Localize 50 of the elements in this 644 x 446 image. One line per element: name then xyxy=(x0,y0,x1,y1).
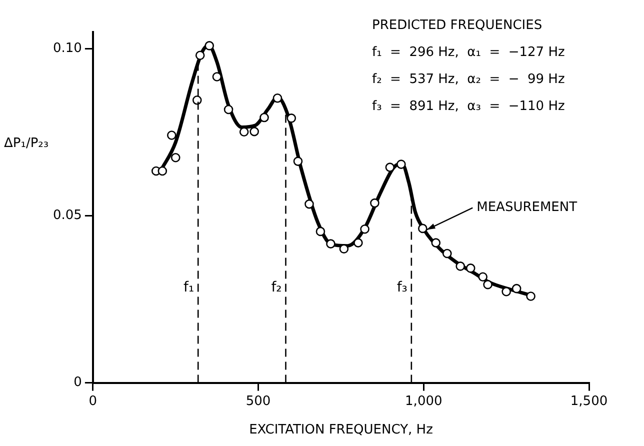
annotation: PREDICTED FREQUENCIES xyxy=(372,18,542,33)
point xyxy=(204,41,214,50)
point xyxy=(483,280,492,290)
x-tick-label: 500 xyxy=(246,394,271,409)
annotation: MEASUREMENT xyxy=(476,200,578,216)
point xyxy=(456,262,466,271)
point xyxy=(360,224,370,234)
point xyxy=(195,50,205,60)
annotation: f₁ = 296 Hz, α₁ = −127 Hz xyxy=(372,45,565,60)
point xyxy=(212,72,222,82)
annotation: f₃ = 891 Hz, α₃ = −110 Hz xyxy=(372,99,565,114)
x-tick-label: 0 xyxy=(88,394,98,409)
point xyxy=(442,248,452,258)
point xyxy=(170,152,180,162)
point xyxy=(293,156,303,166)
point xyxy=(396,160,406,169)
ref-line-label: f₃ xyxy=(396,280,408,296)
x-axis-title: EXCITATION FREQUENCY, Hz xyxy=(249,422,434,438)
x-tick-label: 1,000 xyxy=(405,394,442,409)
point xyxy=(272,94,282,103)
point xyxy=(478,272,488,282)
point xyxy=(385,162,395,172)
point xyxy=(192,96,202,105)
point xyxy=(260,112,269,122)
point xyxy=(326,239,336,248)
y-tick-label: 0.05 xyxy=(52,208,82,224)
point xyxy=(158,166,168,176)
point xyxy=(339,244,349,254)
point xyxy=(316,226,326,236)
point xyxy=(250,126,259,136)
y-tick-label: 0 xyxy=(74,375,82,390)
annotation: f₂ = 537 Hz, α₂ = − 99 Hz xyxy=(372,72,565,87)
y-tick-label: 0.10 xyxy=(52,41,82,56)
point xyxy=(512,284,522,294)
x-tick-label: 1,500 xyxy=(570,394,608,409)
point xyxy=(304,199,314,209)
point xyxy=(502,286,511,296)
point xyxy=(466,264,476,273)
ref-line-label: f₂ xyxy=(271,280,282,296)
point xyxy=(286,114,296,123)
y-axis-title: ΔP₁/P₂₃ xyxy=(4,136,49,151)
point xyxy=(526,292,536,301)
point xyxy=(224,104,234,114)
point xyxy=(431,238,441,248)
point xyxy=(354,238,363,248)
point xyxy=(418,224,428,234)
point xyxy=(167,130,176,140)
point xyxy=(370,198,380,208)
point xyxy=(239,127,249,137)
ref-line-label: f₁ xyxy=(184,280,194,296)
